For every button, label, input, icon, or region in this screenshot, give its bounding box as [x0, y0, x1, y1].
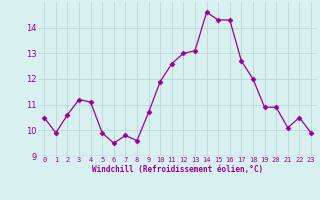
X-axis label: Windchill (Refroidissement éolien,°C): Windchill (Refroidissement éolien,°C) — [92, 165, 263, 174]
